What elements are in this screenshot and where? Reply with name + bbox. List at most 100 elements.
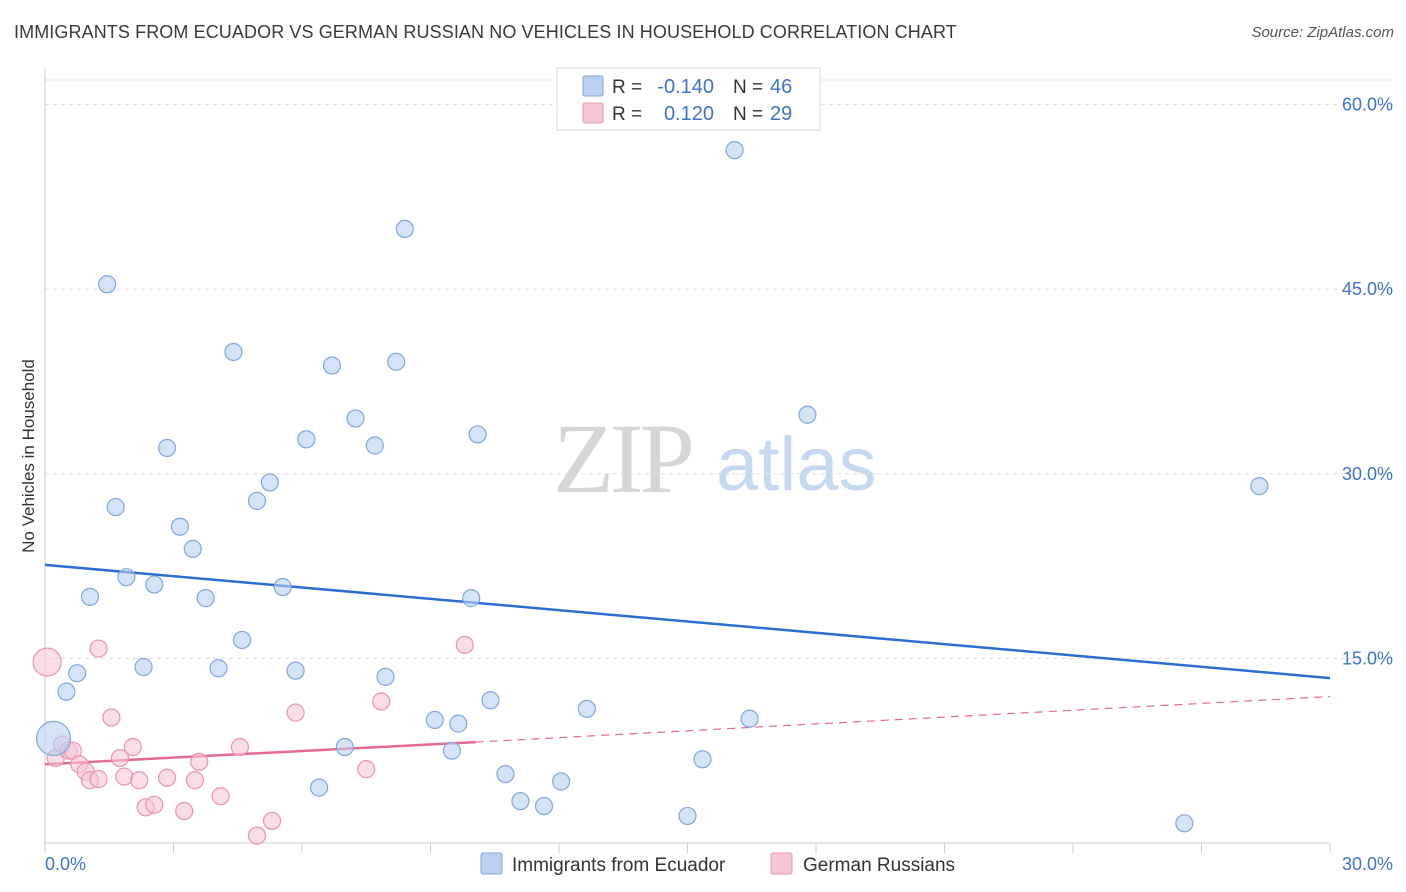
legend-swatch-ecuador bbox=[480, 852, 503, 875]
stats-n-value-blue: 46 bbox=[770, 76, 792, 98]
y-tick-label: 60.0% bbox=[1342, 95, 1393, 115]
german-russians-point bbox=[372, 692, 391, 711]
ecuador-point bbox=[496, 764, 515, 784]
series-legend: Immigrants from Ecuador German Russians bbox=[480, 852, 955, 876]
trendlines bbox=[44, 563, 1331, 766]
y-tick-label: 15.0% bbox=[1342, 648, 1393, 668]
german-russians-point bbox=[130, 771, 149, 790]
ecuador-point bbox=[365, 436, 384, 455]
chart-title: IMMIGRANTS FROM ECUADOR VS GERMAN RUSSIA… bbox=[14, 22, 957, 42]
tick-labels: 15.0% 30.0% 45.0% 60.0% 0.0% 30.0% bbox=[45, 95, 1393, 874]
stats-n-value-pink: 29 bbox=[770, 103, 792, 125]
german-russians-point bbox=[230, 737, 249, 757]
stats-legend-blue-swatch bbox=[582, 75, 604, 97]
y-axis-title: No Vehicles in Household bbox=[19, 359, 38, 553]
legend-swatch-german-russians bbox=[770, 852, 793, 875]
ecuador-point bbox=[68, 664, 87, 683]
ecuador-point bbox=[387, 352, 406, 371]
ecuador-point bbox=[310, 778, 329, 797]
german-russians-point bbox=[145, 795, 164, 814]
german-russians-point bbox=[123, 737, 142, 757]
stats-legend-pink-swatch bbox=[582, 102, 604, 124]
watermark-zip: ZIP bbox=[553, 403, 691, 514]
ecuador-points bbox=[35, 141, 1269, 833]
stats-n-label-pink: N = bbox=[733, 104, 763, 125]
german-russians-point bbox=[175, 801, 194, 821]
german-russians-point bbox=[185, 771, 205, 790]
ecuador-point bbox=[725, 141, 744, 160]
ecuador-point bbox=[462, 589, 481, 608]
ecuador-point bbox=[209, 659, 228, 678]
ecuador-point bbox=[322, 356, 342, 375]
ecuador-point bbox=[117, 568, 136, 587]
ecuador-point bbox=[98, 275, 117, 294]
ecuador-point bbox=[157, 438, 177, 458]
german-russians-point bbox=[211, 787, 230, 806]
ecuador-point bbox=[449, 714, 468, 733]
ecuador-point bbox=[183, 539, 202, 558]
ecuador-point bbox=[376, 667, 395, 686]
watermark-atlas: atlas bbox=[716, 422, 877, 507]
ecuador-point bbox=[346, 409, 365, 428]
ecuador-point bbox=[247, 491, 267, 510]
legend-label-german-russians: German Russians bbox=[803, 855, 955, 876]
gridlines bbox=[45, 79, 1394, 659]
ecuador-point bbox=[740, 709, 759, 728]
y-tick-label: 45.0% bbox=[1342, 279, 1393, 299]
german-russians-point bbox=[89, 769, 108, 789]
german-russians-point bbox=[102, 708, 121, 727]
german-russians-point bbox=[157, 768, 177, 787]
stats-legend: R = -0.140 N = 46 R = 0.120 N = 29 bbox=[556, 67, 821, 131]
german-russians-point bbox=[32, 647, 62, 677]
x-tick-label: 0.0% bbox=[45, 854, 86, 874]
ecuador-point bbox=[232, 630, 252, 650]
ecuador-point bbox=[693, 750, 712, 769]
german-russians-point bbox=[115, 767, 134, 786]
ecuador-point bbox=[145, 575, 164, 594]
y-tick-label: 30.0% bbox=[1342, 464, 1393, 484]
ecuador-point bbox=[224, 342, 243, 362]
ecuador-point bbox=[57, 682, 76, 701]
german-russians-point bbox=[286, 703, 305, 722]
german-russians-points bbox=[32, 635, 474, 845]
stats-r-label-blue: R = bbox=[612, 77, 642, 98]
watermark: ZIP atlas bbox=[553, 403, 877, 514]
ecuador-point bbox=[80, 587, 100, 606]
ecuador-point bbox=[260, 473, 279, 492]
ecuador-point bbox=[335, 737, 354, 757]
ecuador-point bbox=[468, 425, 487, 444]
ecuador-point bbox=[273, 577, 292, 597]
ecuador-point bbox=[286, 661, 305, 680]
german-russians-point bbox=[190, 752, 209, 771]
ecuador-point bbox=[798, 405, 817, 424]
x-tick-label: 30.0% bbox=[1342, 854, 1393, 874]
ecuador-point bbox=[106, 497, 125, 517]
german-russians-point bbox=[247, 826, 267, 845]
ecuador-point bbox=[196, 589, 215, 608]
ecuador-point bbox=[297, 430, 316, 449]
german-russians-point bbox=[262, 811, 282, 830]
ecuador-point bbox=[134, 657, 153, 677]
trendline-german-russians-projection bbox=[475, 695, 1331, 743]
german-russians-point bbox=[455, 635, 474, 654]
trendline-german-russians bbox=[44, 740, 476, 766]
ecuador-point bbox=[534, 796, 554, 816]
stats-r-value-blue: -0.140 bbox=[657, 76, 714, 98]
legend-label-ecuador: Immigrants from Ecuador bbox=[512, 855, 726, 876]
ecuador-point bbox=[35, 720, 72, 756]
trendline-ecuador bbox=[44, 563, 1331, 680]
ecuador-point bbox=[577, 699, 596, 718]
ecuador-point bbox=[481, 691, 500, 710]
stats-r-label-pink: R = bbox=[612, 104, 642, 125]
german-russians-point bbox=[110, 748, 130, 768]
german-russians-point bbox=[357, 760, 376, 779]
ecuador-point bbox=[425, 710, 444, 730]
ecuador-point bbox=[678, 806, 697, 826]
ecuador-point bbox=[511, 792, 530, 811]
source-label: Source: ZipAtlas.com bbox=[1251, 24, 1394, 41]
ecuador-point bbox=[1175, 814, 1194, 833]
ecuador-point bbox=[552, 772, 571, 791]
german-russians-point bbox=[89, 639, 108, 658]
ecuador-point bbox=[1250, 477, 1269, 496]
